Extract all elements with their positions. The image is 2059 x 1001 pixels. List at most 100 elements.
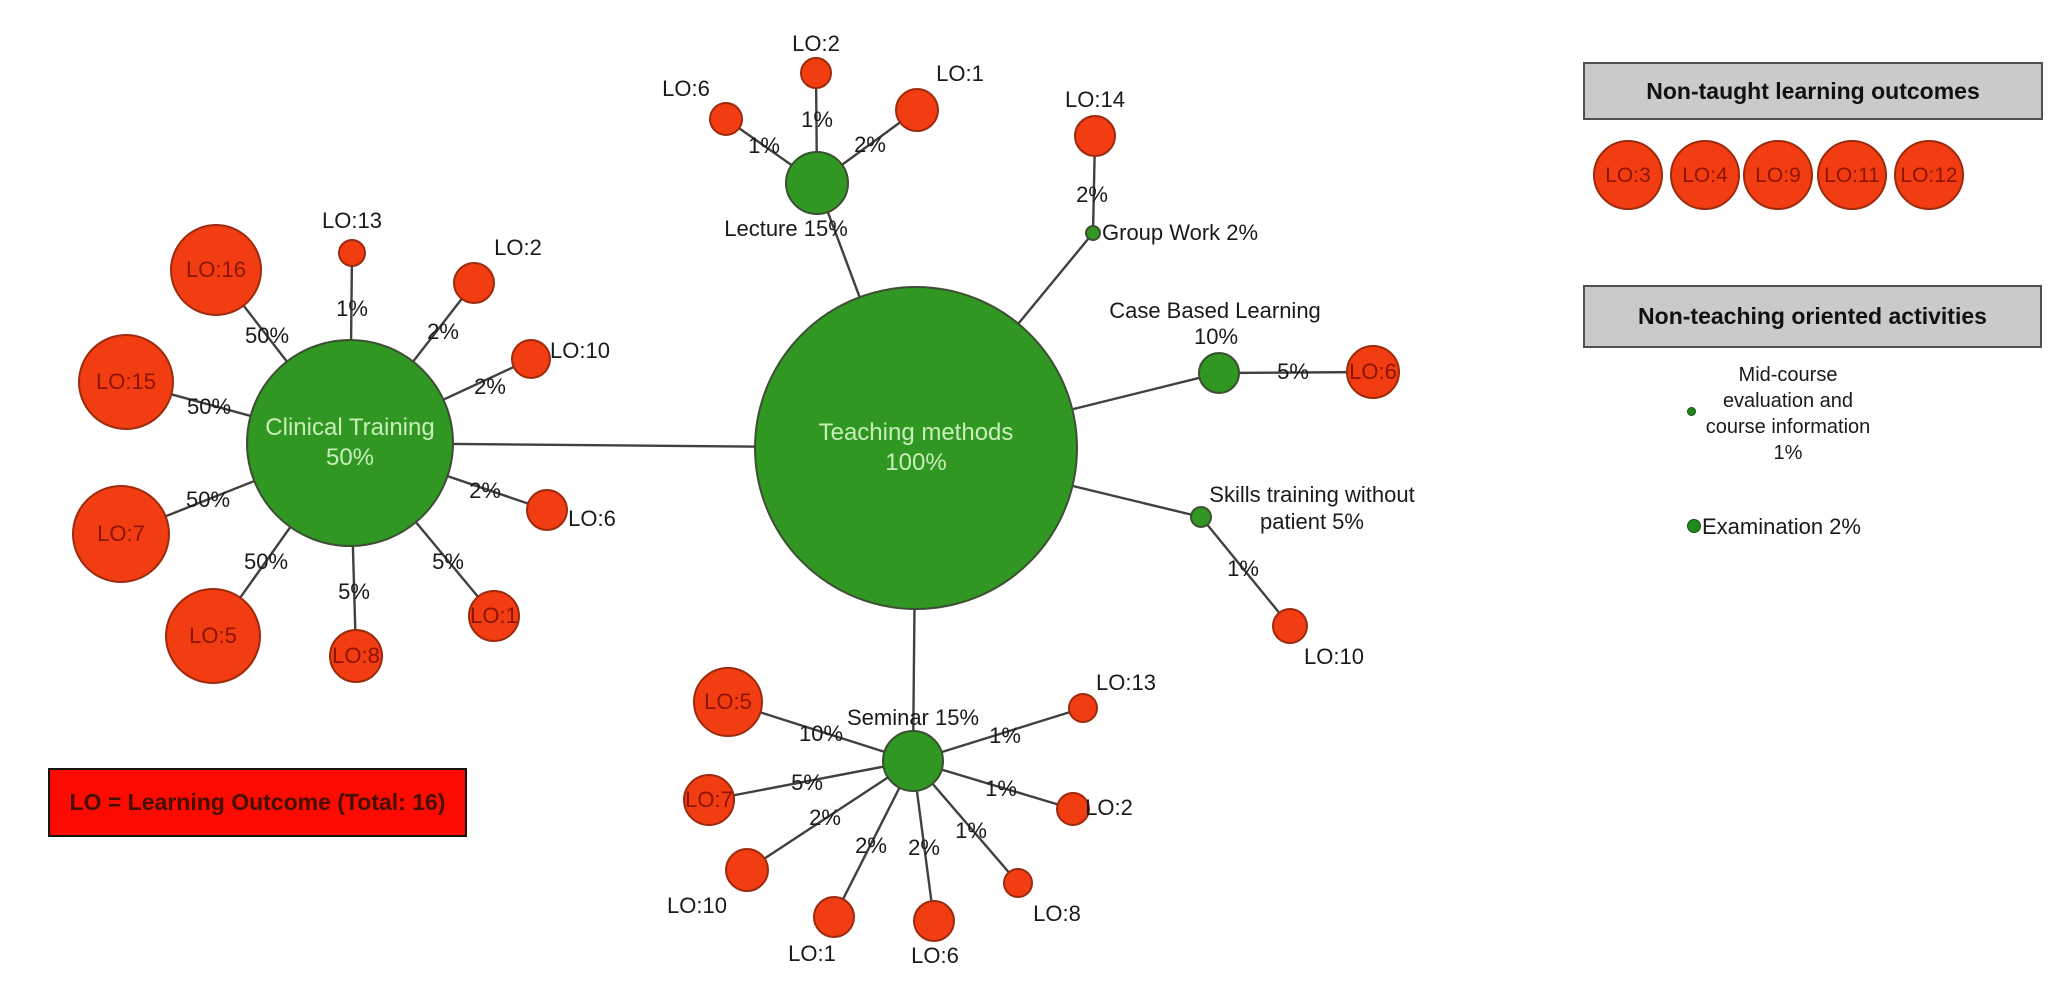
lo-note-label: LO = Learning Outcome (Total: 16) (69, 789, 446, 815)
pct-seminar-lo5: 10% (798, 720, 844, 746)
legend-node-lo3-label: LO:3 (1605, 163, 1651, 187)
pct-clinical-lo6: 2% (469, 477, 501, 503)
node-clinical-lo5-label: LO:5 (189, 623, 237, 648)
midcourse-line2: evaluation and (1722, 390, 1854, 412)
node-clinical-lo15: LO:15 (78, 334, 174, 430)
pct-clinical-lo16: 50% (244, 322, 290, 348)
node-casebased-lo6: LO:6 (1346, 345, 1400, 399)
legend-node-lo12-label: LO:12 (1900, 163, 1958, 187)
hub-clinical-training: Clinical Training 50% (246, 339, 454, 547)
hub-seminar-label: Seminar 15% (846, 704, 980, 730)
node-clinical-lo2 (453, 262, 495, 304)
node-lecture-lo2 (800, 57, 832, 89)
node-clinical-lo8-label: LO:8 (332, 643, 380, 668)
legend-node-lo11: LO:11 (1817, 140, 1887, 210)
node-lecture-lo6 (709, 102, 743, 136)
label-clinical-lo6: LO:6 (568, 505, 616, 531)
midcourse-line1: Mid-course (1738, 364, 1838, 386)
pct-seminar-lo6: 2% (908, 834, 940, 860)
label-seminar-lo13: LO:13 (1096, 669, 1156, 695)
label-seminar-lo6: LO:6 (911, 942, 959, 968)
pct-seminar-lo2: 1% (985, 775, 1017, 801)
node-seminar-lo7: LO:7 (683, 774, 735, 826)
label-lecture-lo6: LO:6 (662, 75, 710, 101)
pct-clinical-lo7: 50% (185, 486, 231, 512)
node-clinical-lo16-label: LO:16 (186, 257, 246, 282)
lo-note-box: LO = Learning Outcome (Total: 16) (48, 768, 467, 837)
pct-clinical-lo2: 2% (427, 318, 459, 344)
node-clinical-lo13 (338, 239, 366, 267)
legend-non-teaching-header: Non-teaching oriented activities (1638, 303, 1987, 329)
pct-clinical-lo8: 5% (338, 578, 370, 604)
legend-non-taught-header-box: Non-taught learning outcomes (1583, 62, 2043, 120)
hub-teaching-methods: Teaching methods 100% (754, 286, 1078, 610)
pct-clinical-lo5: 50% (243, 548, 289, 574)
legend-non-taught-header: Non-taught learning outcomes (1646, 77, 1980, 104)
connector-line (708, 759, 914, 802)
legend-node-lo4: LO:4 (1670, 140, 1740, 210)
pct-seminar-lo7: 5% (791, 769, 823, 795)
legend-node-lo9: LO:9 (1743, 140, 1813, 210)
legend-node-lo12: LO:12 (1894, 140, 1964, 210)
node-seminar-lo2 (1056, 792, 1090, 826)
midcourse-line4: 1% (1773, 442, 1803, 464)
node-seminar-lo7-label: LO:7 (685, 787, 733, 812)
pct-clinical-lo13: 1% (336, 295, 368, 321)
node-seminar-lo13 (1068, 693, 1098, 723)
node-skills-lo10 (1272, 608, 1308, 644)
node-seminar-lo8 (1003, 868, 1033, 898)
label-clinical-lo10: LO:10 (550, 337, 610, 363)
label-lecture-lo2: LO:2 (792, 30, 840, 56)
node-clinical-lo8: LO:8 (329, 629, 383, 683)
node-seminar-lo10 (725, 848, 769, 892)
node-seminar-lo1 (813, 896, 855, 938)
pct-seminar-lo8: 1% (955, 817, 987, 843)
node-clinical-lo7: LO:7 (72, 485, 170, 583)
legend-non-teaching-header-box: Non-teaching oriented activities (1583, 285, 2042, 348)
node-groupwork-lo14 (1074, 115, 1116, 157)
pct-lecture-lo1: 2% (854, 131, 886, 157)
label-groupwork-lo14: LO:14 (1065, 86, 1125, 112)
pct-lecture-lo2: 1% (801, 106, 833, 132)
legend-node-lo11-label: LO:11 (1824, 163, 1880, 187)
node-clinical-lo16: LO:16 (170, 224, 262, 316)
node-casebased-lo6-label: LO:6 (1349, 359, 1397, 384)
connector-line (1200, 516, 1291, 627)
node-clinical-lo6 (526, 489, 568, 531)
hub-case-based-learning (1198, 352, 1240, 394)
pct-clinical-lo1: 5% (432, 548, 464, 574)
hub-group-work (1085, 225, 1101, 241)
legend-node-lo4-label: LO:4 (1682, 163, 1728, 187)
hub-lecture (785, 151, 849, 215)
node-seminar-lo6 (913, 900, 955, 942)
label-seminar-lo8: LO:8 (1033, 900, 1081, 926)
label-clinical-lo13: LO:13 (322, 207, 382, 233)
label-seminar-lo10: LO:10 (667, 892, 727, 918)
hub-clinical-training-label: Clinical Training 50% (265, 414, 435, 471)
node-clinical-lo15-label: LO:15 (96, 369, 156, 394)
pct-skills-lo10: 1% (1227, 555, 1259, 581)
label-clinical-lo2: LO:2 (494, 234, 542, 260)
midcourse-line3: course information (1705, 416, 1871, 438)
examination-label: Examination 2% (1702, 513, 1861, 539)
midcourse-dot-icon (1687, 407, 1696, 416)
label-seminar-lo2: LO:2 (1085, 794, 1133, 820)
node-lecture-lo1 (895, 88, 939, 132)
pct-clinical-lo10: 2% (474, 373, 506, 399)
node-clinical-lo7-label: LO:7 (97, 521, 145, 546)
examination-dot-icon (1687, 519, 1701, 533)
pct-casebased-lo6: 5% (1277, 358, 1309, 384)
midcourse-label: Mid-course evaluation and course informa… (1706, 362, 1871, 466)
node-seminar-lo5: LO:5 (693, 667, 763, 737)
label-skills-lo10: LO:10 (1304, 643, 1364, 669)
hub-skills-label-line2: patient 5% (1260, 508, 1364, 534)
hub-case-based-label-line2: 10% (1193, 323, 1239, 349)
pct-seminar-lo1: 2% (855, 832, 887, 858)
hub-skills-label-line1: Skills training without (1209, 481, 1415, 507)
pct-groupwork-lo14: 2% (1076, 181, 1108, 207)
node-clinical-lo10 (511, 339, 551, 379)
node-seminar-lo5-label: LO:5 (704, 689, 752, 714)
label-lecture-lo1: LO:1 (936, 60, 984, 86)
hub-lecture-label: Lecture 15% (724, 215, 848, 241)
